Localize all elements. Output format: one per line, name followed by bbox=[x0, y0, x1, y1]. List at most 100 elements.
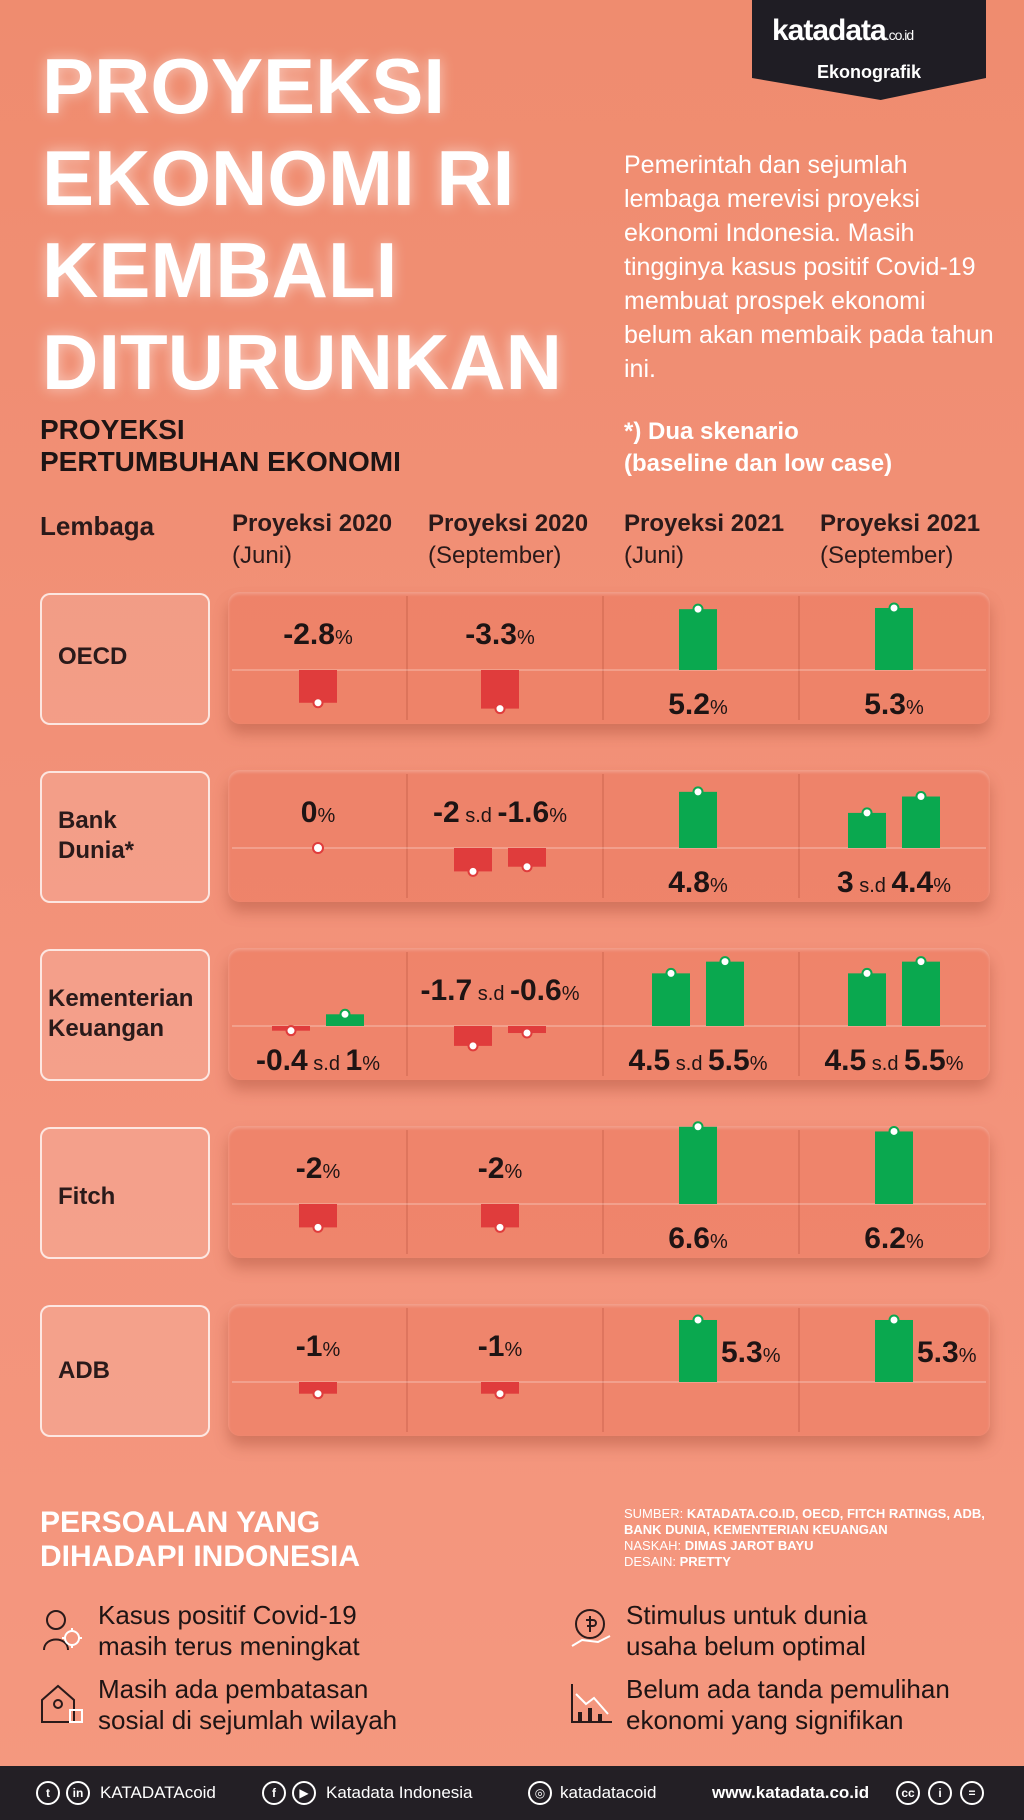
value-label-3-0: -2% bbox=[296, 1152, 341, 1185]
money-hand-icon bbox=[571, 1609, 611, 1647]
logo-subtitle: Ekonografik bbox=[816, 62, 922, 82]
bar-tip-2-3-0 bbox=[861, 967, 873, 979]
column-header-2020-juni: Proyeksi 2020 (Juni) bbox=[232, 510, 393, 569]
bar-2-1-0 bbox=[454, 1026, 492, 1046]
issue-item-1: Kasus positif Covid-19 masih terus mening… bbox=[98, 1600, 360, 1661]
bar-tip-2-2-0 bbox=[665, 967, 677, 979]
value-label-3-2: 6.6% bbox=[668, 1222, 728, 1255]
bar-tip-0-0-0 bbox=[312, 697, 324, 709]
institution-box-kemenkeu bbox=[40, 949, 210, 1081]
bar-tip-4-1-0 bbox=[494, 1388, 506, 1400]
column-header-lembaga: Lembaga bbox=[40, 511, 155, 541]
bar-1-3-0 bbox=[848, 812, 886, 848]
bar-4-2-0 bbox=[679, 1319, 717, 1382]
source-credits: SUMBER: KATADATA.CO.ID, OECD, FITCH RATI… bbox=[624, 1506, 985, 1569]
instagram-icon[interactable]: ◎ bbox=[528, 1781, 552, 1805]
bar-tip-1-3-1 bbox=[915, 791, 927, 803]
value-label-4-0: -1% bbox=[296, 1330, 341, 1363]
value-label-0-2: 5.2% bbox=[668, 688, 728, 721]
bar-tip-2-1-0 bbox=[467, 1040, 479, 1052]
house-people-icon bbox=[41, 1684, 83, 1723]
footer-instagram-handle[interactable]: katadatacoid bbox=[560, 1783, 657, 1802]
issue-item-4: Belum ada tanda pemulihan ekonomi yang si… bbox=[626, 1674, 950, 1735]
issue-item-2: Stimulus untuk dunia usaha belum optimal bbox=[626, 1600, 868, 1661]
value-label-4-3: 5.3% bbox=[917, 1336, 977, 1369]
bar-0-2-0 bbox=[679, 609, 717, 670]
bar-1-2-0 bbox=[679, 791, 717, 848]
institution-label-kemenkeu: Kementerian Keuangan bbox=[48, 985, 194, 1042]
bar-0-1-0 bbox=[481, 670, 519, 709]
bar-1-3-1 bbox=[902, 796, 940, 848]
bar-4-0-0 bbox=[299, 1382, 337, 1394]
bar-tip-3-2-0 bbox=[692, 1121, 704, 1133]
scenario-note: *) Dua skenario (baseline dan low case) bbox=[624, 418, 893, 477]
bar-2-0-1 bbox=[326, 1014, 364, 1026]
twitter-icon[interactable]: t bbox=[36, 1781, 60, 1805]
bar-tip-4-0-0 bbox=[312, 1388, 324, 1400]
creative-commons-icon: cc bbox=[896, 1781, 920, 1805]
virus-person-icon bbox=[43, 1610, 82, 1651]
section-subtitle: PROYEKSI PERTUMBUHAN EKONOMI bbox=[40, 414, 401, 477]
bar-3-2-0 bbox=[679, 1126, 717, 1204]
value-label-4-2: 5.3% bbox=[721, 1336, 781, 1369]
bar-tip-2-2-1 bbox=[719, 956, 731, 968]
youtube-icon[interactable]: ▶ bbox=[292, 1781, 316, 1805]
value-label-1-1: -2 s.d -1.6% bbox=[433, 796, 567, 829]
value-label-2-0: -0.4 s.d 1% bbox=[256, 1044, 380, 1077]
logo-banner bbox=[752, 0, 986, 100]
bar-tip-4-3-0 bbox=[888, 1314, 900, 1326]
footer-website-link[interactable]: www.katadata.co.id bbox=[712, 1783, 870, 1802]
bar-tip-3-1-0 bbox=[494, 1221, 506, 1233]
bar-2-3-1 bbox=[902, 961, 940, 1026]
linkedin-icon[interactable]: in bbox=[66, 1781, 90, 1805]
footer-social-handle[interactable]: KATADATAcoid bbox=[100, 1783, 216, 1802]
bar-tip-4-2-0 bbox=[692, 1314, 704, 1326]
no-derivatives-icon: = bbox=[960, 1781, 984, 1805]
value-label-2-1: -1.7 s.d -0.6% bbox=[421, 974, 580, 1007]
institution-label-oecd: OECD bbox=[58, 643, 128, 670]
value-label-1-2: 4.8% bbox=[668, 866, 728, 899]
institution-label-adb: ADB bbox=[58, 1357, 110, 1384]
column-header-2021-september: Proyeksi 2021 (September) bbox=[820, 510, 981, 569]
issue-item-3: Masih ada pembatasan sosial di sejumlah w… bbox=[98, 1674, 398, 1735]
institution-box-bank-dunia bbox=[40, 771, 210, 903]
value-label-0-3: 5.3% bbox=[864, 688, 924, 721]
value-label-2-2: 4.5 s.d 5.5% bbox=[628, 1044, 767, 1077]
logo: katadata.co.id bbox=[772, 14, 914, 47]
value-label-4-1: -1% bbox=[478, 1330, 523, 1363]
facebook-icon[interactable]: f bbox=[262, 1781, 286, 1805]
row-panel-oecd bbox=[228, 592, 990, 724]
bar-tip-0-2-0 bbox=[692, 603, 704, 615]
row-panel-adb bbox=[228, 1304, 990, 1436]
bar-3-0-0 bbox=[299, 1204, 337, 1228]
bar-tip-1-2-0 bbox=[692, 786, 704, 798]
chart-decline-icon bbox=[571, 1684, 612, 1723]
value-label-1-0: 0% bbox=[301, 796, 336, 829]
institution-label-bank-dunia: Bank Dunia* bbox=[58, 807, 135, 864]
value-label-3-3: 6.2% bbox=[864, 1222, 924, 1255]
value-label-1-3: 3 s.d 4.4% bbox=[837, 866, 951, 899]
bar-tip-3-3-0 bbox=[888, 1125, 900, 1137]
bar-0-3-0 bbox=[875, 607, 913, 670]
bar-3-3-0 bbox=[875, 1131, 913, 1204]
bar-3-1-0 bbox=[481, 1204, 519, 1228]
bar-tip-1-3-0 bbox=[861, 807, 873, 819]
bar-tip-3-0-0 bbox=[312, 1221, 324, 1233]
bar-tip-2-1-1 bbox=[521, 1027, 533, 1039]
bar-1-1-1 bbox=[508, 848, 546, 867]
bar-1-1-0 bbox=[454, 848, 492, 872]
value-label-0-1: -3.3% bbox=[465, 618, 535, 651]
institution-box-adb bbox=[40, 1305, 210, 1437]
footer-social-page[interactable]: Katadata Indonesia bbox=[326, 1783, 473, 1802]
bar-2-2-0 bbox=[652, 973, 690, 1026]
bar-2-3-0 bbox=[848, 973, 886, 1026]
value-label-0-0: -2.8% bbox=[283, 618, 353, 651]
page-title: PROYEKSI EKONOMI RI KEMBALI DITURUNKAN bbox=[42, 42, 562, 406]
bar-4-1-0 bbox=[481, 1382, 519, 1394]
issues-title: PERSOALAN YANG DIHADAPI INDONESIA bbox=[40, 1506, 361, 1573]
bar-2-2-1 bbox=[706, 961, 744, 1026]
footer-bar bbox=[0, 1766, 1024, 1820]
bar-tip-0-3-0 bbox=[888, 602, 900, 614]
bar-tip-0-1-0 bbox=[494, 703, 506, 715]
bar-tip-1-1-1 bbox=[521, 861, 533, 873]
